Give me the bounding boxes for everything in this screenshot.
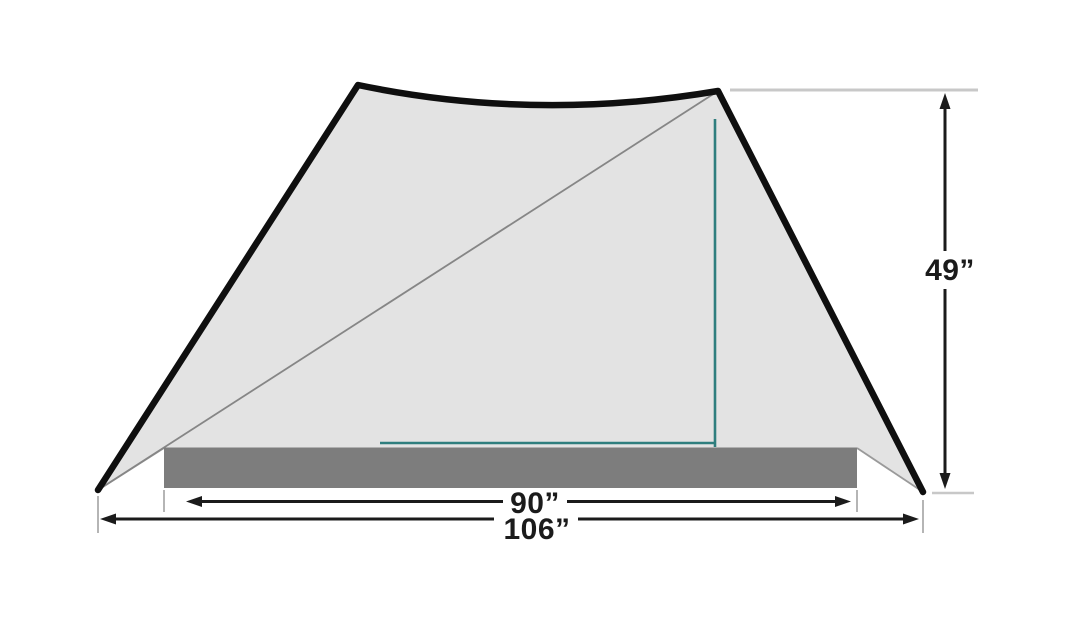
floor-width-arrowhead-left: [186, 496, 202, 507]
overall-width-dimension: 106”: [100, 513, 919, 546]
tent-outline: [94, 81, 927, 496]
height-label: 49”: [925, 254, 975, 287]
tent-fabric: [98, 85, 923, 492]
floor-width-label: 90”: [510, 487, 560, 520]
height-arrowhead-up: [939, 93, 951, 109]
overall-width-arrowhead-left: [100, 513, 116, 525]
floor-width-dimension: 90”: [186, 487, 851, 520]
height-dimension: 49”: [925, 93, 975, 489]
overall-width-label: 106”: [503, 513, 570, 546]
height-arrowhead-down: [939, 473, 951, 489]
floor-width-arrowhead-right: [835, 496, 851, 507]
diagonal-seam-line: [97, 90, 719, 491]
right-hem-line: [856, 447, 924, 493]
overall-width-arrowhead-right: [903, 513, 919, 525]
tent-floor: [164, 447, 857, 488]
